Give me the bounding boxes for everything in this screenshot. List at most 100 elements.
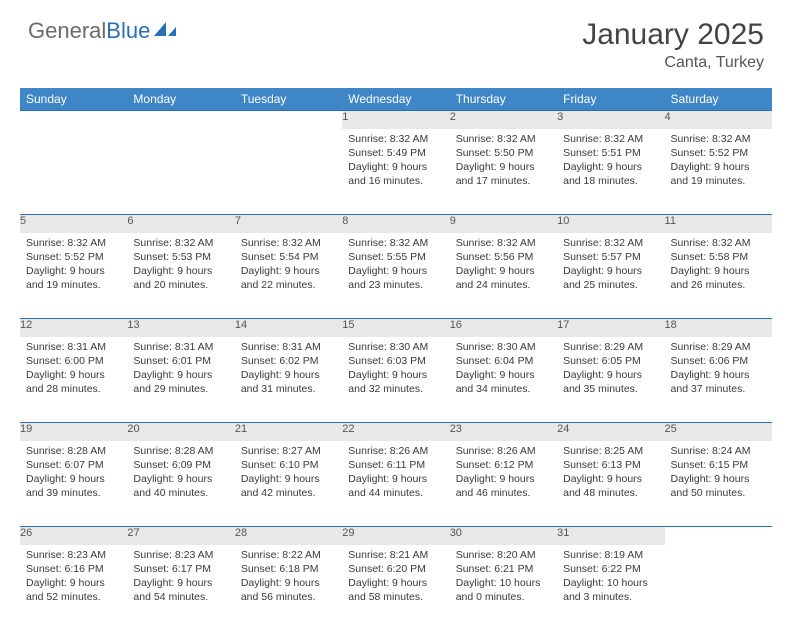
day-line: and 39 minutes. bbox=[26, 486, 121, 500]
day-line: Sunrise: 8:29 AM bbox=[671, 340, 766, 354]
day-cell bbox=[127, 129, 234, 138]
day-number: 29 bbox=[342, 527, 449, 545]
day-cell: Sunrise: 8:29 AMSunset: 6:05 PMDaylight:… bbox=[557, 337, 664, 403]
day-cell: Sunrise: 8:23 AMSunset: 6:17 PMDaylight:… bbox=[127, 545, 234, 611]
day-cell: Sunrise: 8:32 AMSunset: 5:58 PMDaylight:… bbox=[665, 233, 772, 299]
day-line: and 19 minutes. bbox=[671, 174, 766, 188]
day-line: and 16 minutes. bbox=[348, 174, 443, 188]
day-number: 19 bbox=[20, 423, 127, 441]
day-line: Sunset: 5:56 PM bbox=[456, 250, 551, 264]
day-number: 12 bbox=[20, 319, 127, 337]
day-cell: Sunrise: 8:29 AMSunset: 6:06 PMDaylight:… bbox=[665, 337, 772, 403]
sail-icon bbox=[152, 20, 178, 38]
day-line: Sunset: 6:11 PM bbox=[348, 458, 443, 472]
day-line: Daylight: 9 hours bbox=[348, 576, 443, 590]
day-line: Daylight: 9 hours bbox=[671, 472, 766, 486]
day-number: 16 bbox=[450, 319, 557, 337]
day-line: and 48 minutes. bbox=[563, 486, 658, 500]
day-line: and 56 minutes. bbox=[241, 590, 336, 604]
day-number: 15 bbox=[342, 319, 449, 337]
day-number: 18 bbox=[665, 319, 772, 337]
day-line: Daylight: 9 hours bbox=[348, 472, 443, 486]
day-line: Daylight: 9 hours bbox=[26, 264, 121, 278]
day-line: Sunrise: 8:26 AM bbox=[456, 444, 551, 458]
day-number: 21 bbox=[235, 423, 342, 441]
day-header: Saturday bbox=[665, 88, 772, 111]
day-number: 2 bbox=[450, 111, 557, 129]
day-line: Sunset: 6:17 PM bbox=[133, 562, 228, 576]
day-number: 1 bbox=[342, 111, 449, 129]
day-line: and 3 minutes. bbox=[563, 590, 658, 604]
day-line: Sunrise: 8:31 AM bbox=[133, 340, 228, 354]
day-line: Sunset: 6:03 PM bbox=[348, 354, 443, 368]
day-line: Sunrise: 8:29 AM bbox=[563, 340, 658, 354]
title-block: January 2025 Canta, Turkey bbox=[582, 18, 764, 72]
day-line: Daylight: 9 hours bbox=[671, 160, 766, 174]
day-line: Sunrise: 8:23 AM bbox=[26, 548, 121, 562]
day-line: and 26 minutes. bbox=[671, 278, 766, 292]
day-number: 6 bbox=[127, 215, 234, 233]
day-line: Sunrise: 8:24 AM bbox=[671, 444, 766, 458]
day-cell: Sunrise: 8:30 AMSunset: 6:04 PMDaylight:… bbox=[450, 337, 557, 403]
day-number: 30 bbox=[450, 527, 557, 545]
day-line: Sunrise: 8:30 AM bbox=[456, 340, 551, 354]
day-line: and 23 minutes. bbox=[348, 278, 443, 292]
day-line: Sunrise: 8:30 AM bbox=[348, 340, 443, 354]
day-header: Thursday bbox=[450, 88, 557, 111]
month-title: January 2025 bbox=[582, 18, 764, 52]
day-number: 22 bbox=[342, 423, 449, 441]
day-line: Sunrise: 8:32 AM bbox=[563, 236, 658, 250]
day-line: Sunset: 5:50 PM bbox=[456, 146, 551, 160]
day-line: Sunrise: 8:26 AM bbox=[348, 444, 443, 458]
day-line: Daylight: 9 hours bbox=[26, 368, 121, 382]
day-number: 31 bbox=[557, 527, 664, 545]
day-number: 23 bbox=[450, 423, 557, 441]
day-line: Sunrise: 8:22 AM bbox=[241, 548, 336, 562]
day-line: Sunset: 5:53 PM bbox=[133, 250, 228, 264]
day-line: and 44 minutes. bbox=[348, 486, 443, 500]
day-line: and 24 minutes. bbox=[456, 278, 551, 292]
calendar-head: SundayMondayTuesdayWednesdayThursdayFrid… bbox=[20, 88, 772, 111]
day-number: 24 bbox=[557, 423, 664, 441]
day-number: 3 bbox=[557, 111, 664, 129]
day-line: Daylight: 10 hours bbox=[563, 576, 658, 590]
day-line: Daylight: 9 hours bbox=[133, 264, 228, 278]
day-line: and 58 minutes. bbox=[348, 590, 443, 604]
day-line: Sunset: 6:13 PM bbox=[563, 458, 658, 472]
day-cell: Sunrise: 8:32 AMSunset: 5:56 PMDaylight:… bbox=[450, 233, 557, 299]
day-line: Daylight: 9 hours bbox=[26, 472, 121, 486]
day-line: Daylight: 9 hours bbox=[671, 264, 766, 278]
day-cell: Sunrise: 8:24 AMSunset: 6:15 PMDaylight:… bbox=[665, 441, 772, 507]
day-line: Daylight: 9 hours bbox=[241, 576, 336, 590]
header: GeneralBlue January 2025 Canta, Turkey bbox=[0, 0, 792, 80]
day-line: Sunset: 6:01 PM bbox=[133, 354, 228, 368]
day-line: Sunrise: 8:25 AM bbox=[563, 444, 658, 458]
day-number: 9 bbox=[450, 215, 557, 233]
day-number: 25 bbox=[665, 423, 772, 441]
day-number: 4 bbox=[665, 111, 772, 129]
day-line: Sunrise: 8:32 AM bbox=[348, 132, 443, 146]
day-line: Sunset: 6:18 PM bbox=[241, 562, 336, 576]
day-line: Daylight: 9 hours bbox=[563, 368, 658, 382]
day-line: Sunset: 6:12 PM bbox=[456, 458, 551, 472]
day-cell: Sunrise: 8:32 AMSunset: 5:49 PMDaylight:… bbox=[342, 129, 449, 195]
day-line: Sunset: 6:06 PM bbox=[671, 354, 766, 368]
day-cell: Sunrise: 8:26 AMSunset: 6:12 PMDaylight:… bbox=[450, 441, 557, 507]
day-line: Sunrise: 8:32 AM bbox=[456, 236, 551, 250]
logo-text: GeneralBlue bbox=[28, 18, 150, 44]
day-number: 27 bbox=[127, 527, 234, 545]
day-line: and 42 minutes. bbox=[241, 486, 336, 500]
day-line: Sunset: 5:49 PM bbox=[348, 146, 443, 160]
day-line: Sunset: 6:02 PM bbox=[241, 354, 336, 368]
day-line: Sunrise: 8:32 AM bbox=[456, 132, 551, 146]
day-cell: Sunrise: 8:28 AMSunset: 6:09 PMDaylight:… bbox=[127, 441, 234, 507]
calendar-body: 1234Sunrise: 8:32 AMSunset: 5:49 PMDayli… bbox=[20, 111, 772, 631]
day-line: and 46 minutes. bbox=[456, 486, 551, 500]
logo-word-1: General bbox=[28, 18, 106, 43]
day-cell: Sunrise: 8:32 AMSunset: 5:52 PMDaylight:… bbox=[20, 233, 127, 299]
day-line: Sunrise: 8:32 AM bbox=[133, 236, 228, 250]
day-cell: Sunrise: 8:32 AMSunset: 5:55 PMDaylight:… bbox=[342, 233, 449, 299]
day-line: Sunrise: 8:32 AM bbox=[671, 236, 766, 250]
day-number: 5 bbox=[20, 215, 127, 233]
day-number: 28 bbox=[235, 527, 342, 545]
